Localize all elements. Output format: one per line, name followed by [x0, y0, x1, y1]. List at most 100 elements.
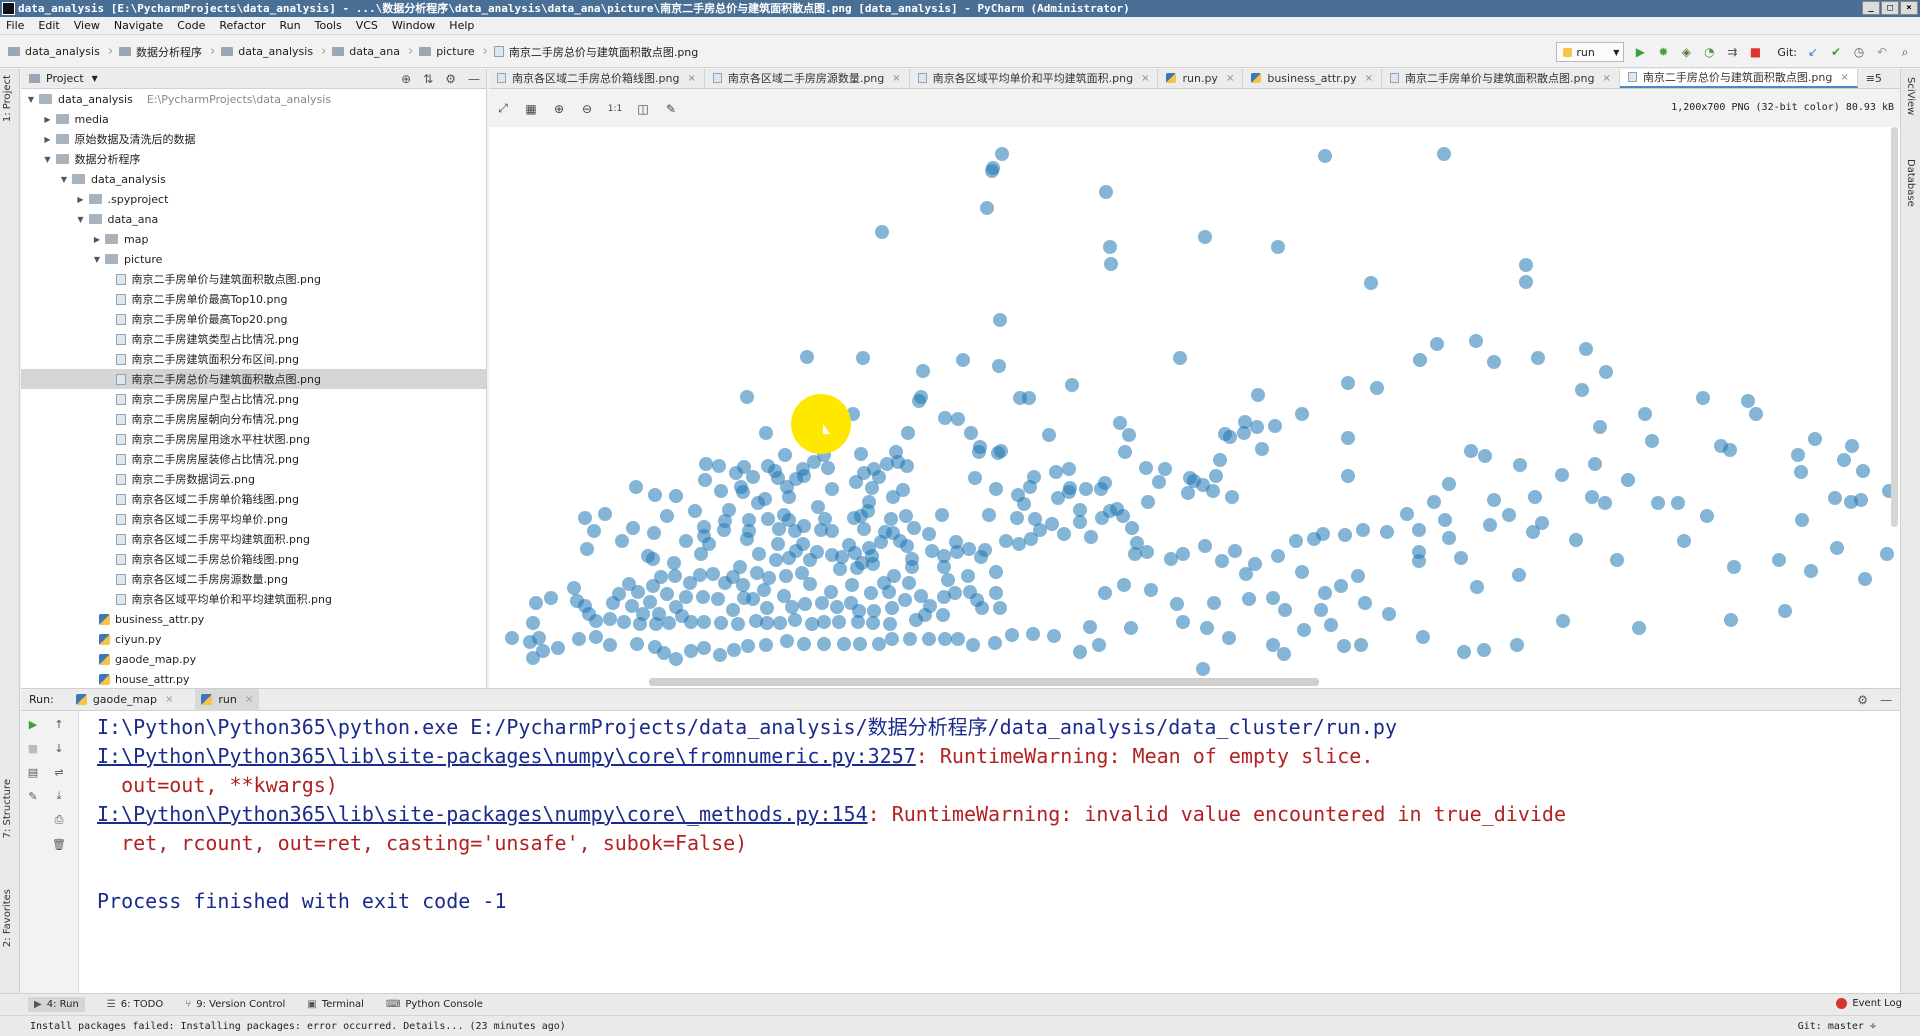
chevron-right-icon[interactable]: ▶ — [44, 114, 51, 124]
chevron-right-icon[interactable]: ▶ — [44, 134, 51, 144]
close-icon[interactable]: × — [687, 72, 696, 84]
tree-file[interactable]: 南京二手房总价与建筑面积散点图.png — [21, 369, 486, 389]
tree-folder[interactable]: ▼ picture — [21, 249, 486, 269]
soft-wrap-icon[interactable]: ⇌ — [54, 765, 64, 779]
locate-icon[interactable]: ⊕ — [401, 72, 412, 86]
tree-file[interactable]: 南京各区域二手房平均建筑面积.png — [21, 529, 486, 549]
editor-tab[interactable]: 南京二手房总价与建筑面积散点图.png × — [1619, 69, 1858, 88]
tree-file[interactable]: gaode_map.py — [21, 649, 486, 669]
zoom-in-icon[interactable]: ⊕ — [553, 101, 565, 116]
fit-window-icon[interactable]: ◫ — [637, 101, 649, 116]
run-tab[interactable]: gaode_map × — [70, 689, 180, 711]
editor-tab[interactable]: 南京各区域二手房房源数量.png × — [705, 69, 910, 88]
structure-tool-tab[interactable]: 7: Structure — [2, 779, 13, 839]
git-commit-icon[interactable]: ✔ — [1830, 45, 1842, 59]
project-tool-tab[interactable]: 1: Project — [2, 75, 13, 123]
run-console-output[interactable]: I:\Python\Python365\python.exe E:/Pychar… — [97, 711, 1900, 994]
menu-view[interactable]: View — [73, 19, 100, 32]
scroll-to-end-icon[interactable]: ⤓ — [56, 789, 62, 802]
chevron-down-icon[interactable]: ▼ — [93, 254, 101, 264]
tree-file[interactable]: 南京各区域二手房平均单价.png — [21, 509, 486, 529]
favorites-tool-tab[interactable]: 2: Favorites — [2, 889, 13, 948]
menu-window[interactable]: Window — [391, 19, 436, 32]
coverage-icon[interactable]: ◈ — [1681, 45, 1691, 59]
run-icon[interactable]: ▶ — [1635, 45, 1645, 59]
close-icon[interactable]: × — [1602, 72, 1611, 84]
bottom-tab[interactable]: ☰ 6: TODO — [107, 999, 163, 1010]
tree-file[interactable]: 南京二手房房屋装修占比情况.png — [21, 449, 486, 469]
tree-file[interactable]: ciyun.py — [21, 629, 486, 649]
close-window-button[interactable]: × — [1900, 1, 1918, 15]
breadcrumb-item[interactable]: picture › — [419, 44, 490, 59]
tree-file[interactable]: business_attr.py — [21, 609, 486, 629]
search-icon[interactable]: ⌕ — [1901, 44, 1909, 59]
horizontal-scrollbar[interactable] — [649, 678, 1319, 686]
bottom-tab[interactable]: ⑂ 9: Version Control — [185, 999, 285, 1010]
debug-icon[interactable]: ✹ — [1658, 45, 1669, 59]
bottom-tab[interactable]: ⌨ Python Console — [386, 999, 483, 1010]
color-picker-icon[interactable]: ✎ — [665, 101, 677, 116]
tree-file[interactable]: 南京各区域二手房总价箱线图.png — [21, 549, 486, 569]
tree-folder[interactable]: ▶ 原始数据及清洗后的数据 — [21, 129, 486, 149]
git-update-icon[interactable]: ↙ — [1807, 45, 1819, 59]
hide-panel-icon[interactable]: — — [1880, 693, 1892, 707]
close-icon[interactable]: × — [1141, 72, 1150, 84]
profile-icon[interactable]: ◔ — [1704, 45, 1715, 59]
tree-file[interactable]: 南京各区域平均单价和平均建筑面积.png — [21, 589, 486, 609]
menu-vcs[interactable]: VCS — [355, 19, 378, 32]
close-icon[interactable]: × — [164, 694, 174, 705]
chevron-down-icon[interactable]: ▼ — [60, 174, 68, 184]
rerun-icon[interactable]: ▶ — [28, 717, 38, 731]
print-icon[interactable]: ⎙ — [54, 813, 64, 826]
stop-icon[interactable]: ■ — [1749, 45, 1762, 59]
menu-file[interactable]: File — [6, 19, 25, 32]
fit-zoom-icon[interactable]: ⤢ — [498, 101, 508, 115]
editor-tab[interactable]: 南京各区域平均单价和平均建筑面积.png × — [910, 69, 1159, 88]
zoom-out-icon[interactable]: ⊖ — [581, 101, 593, 116]
vertical-scrollbar[interactable] — [1891, 127, 1898, 527]
menu-help[interactable]: Help — [449, 19, 475, 32]
tree-file[interactable]: 南京二手房建筑类型占比情况.png — [21, 329, 486, 349]
breadcrumb-item[interactable]: 南京二手房总价与建筑面积散点图.png — [493, 44, 698, 60]
breadcrumb-item[interactable]: 数据分析程序 › — [119, 44, 217, 60]
bottom-tab[interactable]: ▣ Terminal — [307, 999, 364, 1010]
close-icon[interactable]: × — [244, 694, 254, 705]
breadcrumb-item[interactable]: data_analysis › — [221, 44, 328, 59]
maximize-button[interactable]: □ — [1881, 1, 1899, 15]
scroll-up-icon[interactable]: ↑ — [54, 717, 64, 731]
console-file-link[interactable]: I:\Python\Python365\lib\site-packages\nu… — [97, 744, 916, 768]
tree-file[interactable]: house_attr.py — [21, 669, 486, 688]
breadcrumb-item[interactable]: data_ana › — [332, 44, 415, 59]
grid-icon[interactable]: ▦ — [525, 101, 537, 116]
gear-icon[interactable]: ⚙ — [445, 72, 456, 86]
concurrency-icon[interactable]: ⇉ — [1727, 45, 1738, 59]
breadcrumb-item[interactable]: data_analysis › — [8, 44, 115, 59]
chevron-down-icon[interactable]: ▼ — [77, 214, 84, 224]
chevron-down-icon[interactable]: ▼ — [91, 74, 98, 83]
tree-folder[interactable]: ▼ data_analysis E:\PycharmProjects\data_an… — [21, 89, 486, 109]
menu-refactor[interactable]: Refactor — [219, 19, 266, 32]
status-message[interactable]: Install packages failed: Installing pack… — [30, 1020, 566, 1032]
menu-run[interactable]: Run — [279, 19, 301, 32]
menu-code[interactable]: Code — [177, 19, 206, 32]
tree-file[interactable]: 南京各区域二手房单价箱线图.png — [21, 489, 486, 509]
gear-icon[interactable]: ⚙ — [1857, 693, 1868, 707]
tree-folder[interactable]: ▶ media — [21, 109, 486, 129]
run-tab[interactable]: run × — [195, 688, 260, 711]
tree-file[interactable]: 南京二手房房屋用途水平柱状图.png — [21, 429, 486, 449]
close-icon[interactable]: × — [1364, 72, 1374, 84]
tree-file[interactable]: 南京二手房单价最高Top10.png — [21, 289, 486, 309]
tree-file[interactable]: 南京二手房房屋户型占比情况.png — [21, 389, 486, 409]
revert-icon[interactable]: ↶ — [1876, 45, 1888, 59]
tree-file[interactable]: 南京各区域二手房房源数量.png — [21, 569, 486, 589]
sciview-tool-tab[interactable]: SciView — [1905, 77, 1916, 116]
editor-tab[interactable]: 南京各区域二手房总价箱线图.png × — [489, 69, 705, 88]
chevron-right-icon[interactable]: ▶ — [77, 194, 84, 204]
git-branch-widget[interactable]: Git: master ÷ — [1797, 1021, 1876, 1032]
close-icon[interactable]: × — [1840, 71, 1849, 83]
console-file-link[interactable]: I:\Python\Python365\lib\site-packages\nu… — [97, 802, 868, 826]
event-log-button[interactable]: Event Log — [1836, 998, 1902, 1009]
actual-size-button[interactable]: 1:1 — [607, 103, 623, 114]
tree-file[interactable]: 南京二手房数据词云.png — [21, 469, 486, 489]
tree-file[interactable]: 南京二手房单价最高Top20.png — [21, 309, 486, 329]
